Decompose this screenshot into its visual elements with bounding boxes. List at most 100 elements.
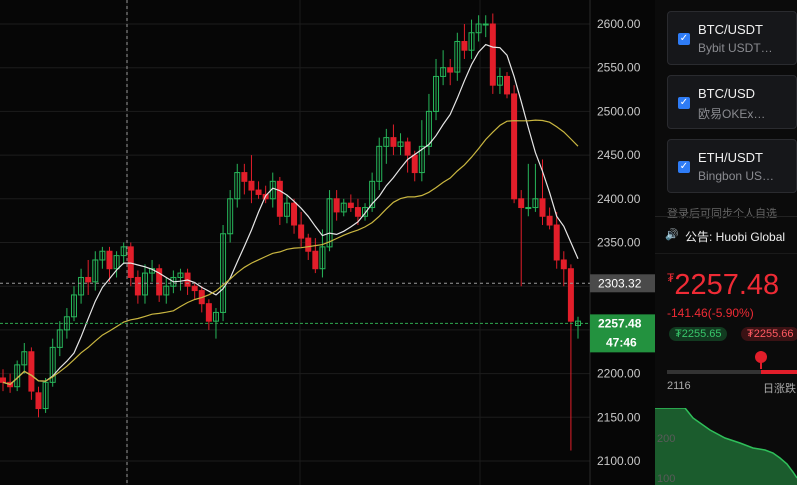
pair-symbol: BTC/USD [698,86,756,101]
candle-body [35,392,42,410]
candle-body [560,259,567,270]
y-tick-label: 2550.00 [597,61,641,75]
pair-card-btc-usd[interactable]: ✓ BTC/USD 欧易OKEx… [667,75,797,129]
depth-line [655,408,797,479]
candle-body [28,351,35,392]
candle-body [99,250,106,261]
candle-body [220,233,227,313]
candle-body [212,311,219,322]
candle-body [511,93,518,200]
range-marker-stem [759,361,762,369]
candle-body [85,276,92,283]
candle-body [454,40,461,73]
candle-body [504,75,511,95]
depth-area [655,408,797,485]
candle-body [241,172,248,182]
candle-body [298,224,305,239]
candle-body [553,224,560,261]
candle-body [120,246,127,257]
speaker-icon: 🔊 [665,229,679,241]
checkbox-checked-icon[interactable]: ✓ [678,33,690,45]
candle-body [475,23,482,34]
candle-body [163,285,170,296]
candle-body [177,272,184,278]
price-chart[interactable]: 2600.00 2550.00 2500.00 2450.00 2400.00 2350.… [0,0,655,485]
candle-body [134,276,141,296]
last-price-value: 2257.48 [674,269,780,301]
candle-body [433,75,440,112]
checkbox-checked-icon[interactable]: ✓ [678,161,690,173]
candle-body [539,198,546,217]
candlestick-chart-svg[interactable]: 2600.00 2550.00 2500.00 2450.00 2400.00 2350.… [0,0,655,485]
candle-body [425,110,432,147]
y-tick-label: 2400.00 [597,192,641,206]
candle-body [70,294,77,318]
announcement-text: 公告: Huobi Global [685,230,786,244]
crosshair-price-label: 2303.32 [598,276,642,290]
pair-card-btc-usdt[interactable]: ✓ BTC/USDT Bybit USDT… [667,11,797,65]
y-tick-label: 2600.00 [597,17,641,31]
candle-body [482,23,489,26]
range-bar [667,370,797,374]
pair-exchange: Bingbon US… [698,169,775,183]
candle-body [411,154,418,174]
candle-body [468,32,475,51]
candle-body [496,75,503,86]
candle-body [489,23,496,86]
last-price-label: 2257.48 [598,316,642,330]
candle-body [191,285,198,292]
candle-body [390,137,397,147]
login-sync-hint[interactable]: 登录后可同步个人自选 [667,208,777,220]
candle-body [63,316,70,331]
depth-label-200: 200 [657,433,675,445]
announcement-bar[interactable]: 🔊 公告: Huobi Global [655,216,797,254]
candle-body [156,268,163,296]
depth-label-100: 100 [657,473,675,485]
pair-exchange: 欧易OKEx… [698,107,766,121]
pair-symbol: BTC/USDT [698,22,763,37]
candle-body [234,172,241,200]
candle-body [141,272,148,296]
candle-body [0,377,6,383]
candle-body [127,246,134,278]
candle-body [56,329,63,348]
candle-body [319,246,326,270]
candle-body [376,145,383,182]
candle-body [291,202,298,226]
candle-body [113,255,120,270]
candle-body [92,259,99,283]
price-change: -141.46(-5.90%) [667,306,754,320]
last-price: ₮2257.48 [667,269,779,302]
candle-body [362,207,369,217]
candle-body [78,276,85,296]
ma-fast-line [2,43,579,386]
pair-symbol: ETH/USDT [698,150,763,165]
currency-symbol: ₮ [667,271,675,285]
range-bar-fill [760,370,797,374]
candle-body [440,67,447,77]
candle-body [42,381,49,410]
range-label: 日涨跌 [763,383,796,395]
y-tick-label: 2150.00 [597,410,641,424]
candle-body [333,198,340,213]
pair-card-eth-usdt[interactable]: ✓ ETH/USDT Bingbon US… [667,139,797,193]
candle-body [404,141,411,156]
candle-countdown-label: 47:46 [606,335,637,349]
candle-body [326,198,333,248]
candle-body [525,207,532,210]
checkbox-checked-icon[interactable]: ✓ [678,97,690,109]
range-low: 2116 [667,380,691,392]
y-tick-label: 2450.00 [597,148,641,162]
bid-price-badge: ₮2255.65 [669,327,728,341]
candle-body [248,180,255,191]
candle-body [49,346,56,383]
candle-body [567,268,574,322]
candle-body [312,250,319,270]
y-tick-label: 2200.00 [597,367,641,381]
candle-body [347,202,354,209]
ask-price-badge: ₮2255.66 [741,327,797,341]
candle-body [546,215,553,226]
candle-body [21,351,28,366]
candle-body [418,145,425,174]
candle-body [447,67,454,73]
